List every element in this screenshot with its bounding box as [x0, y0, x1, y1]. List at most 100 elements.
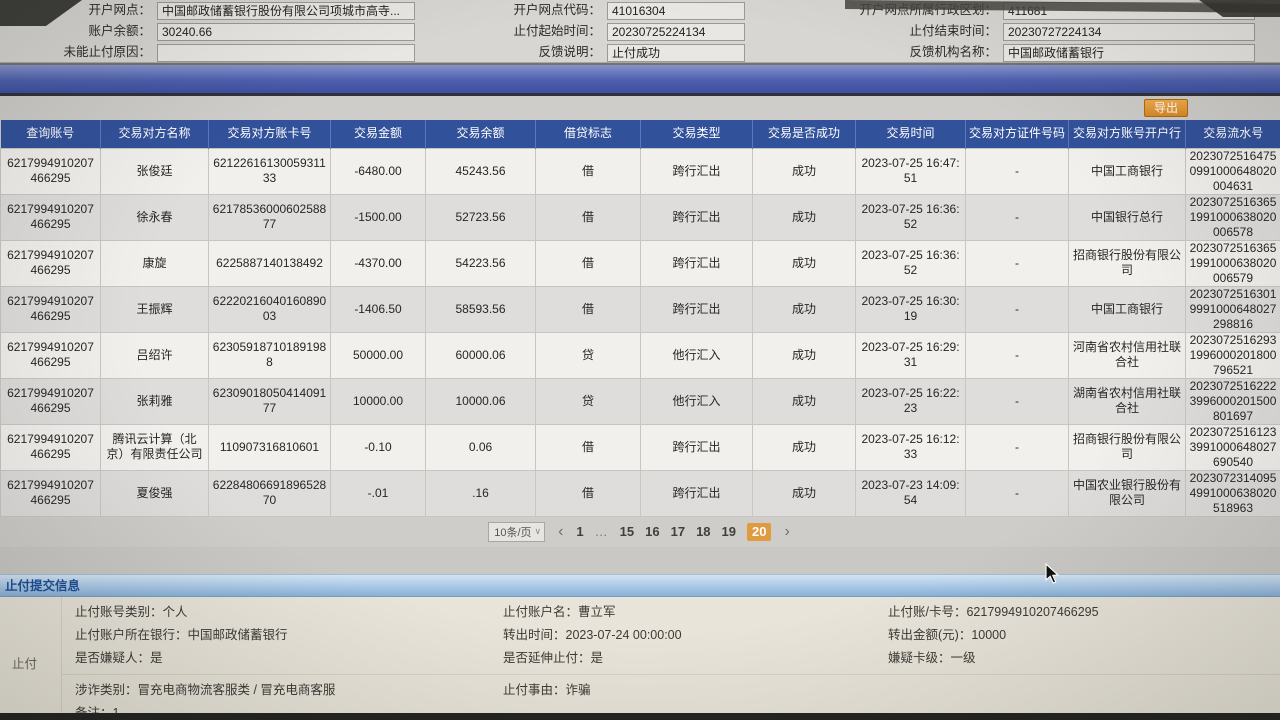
form-field-box-wrap: 20230725224134 [607, 21, 755, 42]
form-field-box-wrap: 中国邮政储蓄银行 [1003, 42, 1265, 63]
form-field-label: 止付起始时间： [513, 24, 601, 38]
table-cell: 2023-07-25 16:30:19 [855, 285, 966, 333]
page-button[interactable]: 19 [721, 523, 736, 539]
form-field-label: 反馈机构名称： [909, 45, 997, 59]
field-column: 涉诈类别：冒充电商物流客服类 / 冒充电商客服 备注：1 [62, 679, 490, 720]
form-field-label: 开户网点： [88, 3, 151, 17]
table-cell: 借 [535, 285, 641, 333]
table-cell: 夏俊强 [100, 469, 209, 517]
table-cell: - [965, 239, 1069, 287]
table-cell: 成功 [752, 239, 856, 287]
field-line: 止付账户所在银行：中国邮政储蓄银行 [75, 627, 288, 642]
table-cell: 跨行汇出 [640, 285, 753, 333]
table-cell: 借 [535, 147, 641, 195]
form-field-box-wrap: 41016304 [607, 0, 755, 21]
field-line: 备注：1 [75, 705, 120, 720]
field-line: 是否延伸止付：是 [503, 650, 604, 665]
field-block: 止付账号类别：个人 止付账户所在银行：中国邮政储蓄银行 是否嫌疑人：是 止付账户名：曹… [62, 597, 1280, 675]
table-cell: 2023-07-23 14:09:54 [855, 469, 966, 517]
table-cell: - [965, 377, 1069, 425]
field-column: 止付账/卡号：6217994910207466295 转出金额(元)：10000 嫌… [875, 601, 1280, 670]
table-cell: 湖南省农村信用社联合社 [1068, 377, 1186, 425]
table-cell: 成功 [752, 423, 856, 471]
table-cell: 中国银行总行 [1068, 193, 1186, 241]
table-row: 6217994910207466295 张俊廷 621226161300593113… [0, 147, 1280, 195]
field-line: 止付账/卡号：6217994910207466295 [888, 604, 1099, 619]
table-cell: 康旋 [100, 239, 209, 287]
next-page-button[interactable]: › [784, 522, 790, 540]
form-field-label: 开户网点代码： [513, 3, 601, 17]
table-cell: 6217994910207466295 [0, 285, 101, 333]
table-cell: 110907316810601 [208, 423, 331, 471]
table-cell: 20230725163651991000638020006578 [1185, 193, 1280, 241]
column-header: 交易对方证件号码 [965, 120, 1069, 148]
field-column: 止付账号类别：个人止付账户所在银行：中国邮政储蓄银行 是否嫌疑人：是 [62, 601, 490, 670]
page-button[interactable]: 1 [576, 523, 584, 539]
table-cell: 6228480669189652870 [208, 469, 331, 517]
table-cell: 王振辉 [100, 285, 209, 333]
page-button[interactable]: 18 [696, 523, 711, 539]
table-cell: - [965, 331, 1069, 379]
column-header: 交易对方账号开户行 [1068, 120, 1186, 148]
page-size-value: 10条/页 [494, 526, 532, 539]
table-cell: 贷 [535, 377, 641, 425]
table-cell: 借 [535, 193, 641, 241]
table-cell: 2023-07-25 16:36:52 [855, 193, 966, 241]
column-header: 交易时间 [855, 120, 966, 148]
column-header: 查询账号 [0, 120, 101, 148]
export-button[interactable]: 导出 [1143, 99, 1188, 117]
table-cell: 20230725162223996000201500801697 [1185, 377, 1280, 425]
prev-page-button[interactable]: ‹ [558, 522, 564, 540]
page-ellipsis: … [594, 523, 609, 539]
table-cell: 吕绍许 [100, 331, 209, 379]
table-row: 6217994910207466295 徐永春 621785360006025887… [0, 193, 1280, 241]
table-cell: 6217994910207466295 [0, 193, 101, 241]
form-field-label: 反馈说明： [538, 45, 601, 59]
form-field-label: 止付结束时间： [909, 24, 997, 38]
table-cell: 20230725163019991000648027298816 [1185, 285, 1280, 333]
table-cell: 6230901805041409177 [208, 377, 331, 425]
field-line: 止付账户名：曹立军 [503, 604, 616, 619]
table-cell: 徐永春 [100, 193, 209, 241]
table-row: 6217994910207466295 王振辉 622202160401608900… [0, 285, 1280, 333]
form-field-box-wrap: 30240.66 [157, 21, 425, 42]
field-line: 是否嫌疑人：是 [75, 650, 163, 665]
table-cell: 中国农业银行股份有限公司 [1068, 469, 1186, 517]
page-button[interactable]: 20 [747, 522, 772, 541]
table-cell: 腾讯云计算（北京）有限责任公司 [100, 423, 209, 471]
field-line: 止付事由：诈骗 [503, 682, 591, 697]
field-line: 止付账号类别：个人 [75, 604, 188, 619]
form-field-box-wrap: 20230727224134 [1003, 21, 1265, 42]
table-cell: 中国工商银行 [1068, 285, 1186, 333]
page-button[interactable]: 15 [619, 523, 635, 539]
table-cell: 58593.56 [425, 285, 536, 333]
page-button[interactable]: 17 [670, 523, 686, 539]
form-field-value: 41016304 [607, 1, 745, 20]
table-cell: - [965, 147, 1069, 195]
table-cell: 6217994910207466295 [0, 423, 101, 471]
form-field-label: 账户余额： [88, 24, 151, 38]
table-cell: 借 [535, 469, 641, 517]
table-cell: 张莉雅 [100, 377, 209, 425]
table-cell: 20230725163651991000638020006579 [1185, 239, 1280, 287]
field-block: 涉诈类别：冒充电商物流客服类 / 冒充电商客服 备注：1 止付事由：诈骗 [62, 675, 1280, 720]
table-cell: 20230725161233991000648027690540 [1185, 423, 1280, 471]
page-button[interactable]: 16 [645, 523, 660, 539]
table-cell: 6212261613005931133 [208, 147, 331, 195]
table-cell: 贷 [535, 331, 641, 379]
column-header: 借贷标志 [535, 120, 641, 148]
column-header: 交易对方账卡号 [208, 120, 331, 148]
table-cell: - [965, 193, 1069, 241]
table-cell: 2023-07-25 16:29:31 [855, 331, 966, 379]
form-field-value: 20230727224134 [1003, 22, 1255, 41]
table-cell: 6217994910207466295 [0, 331, 101, 379]
form-field-box-wrap [157, 42, 425, 63]
table-cell: - [965, 285, 1069, 333]
table-cell: - [965, 423, 1069, 471]
column-header: 交易余额 [425, 120, 536, 148]
table-cell: 623059187101891988 [208, 331, 331, 379]
field-column: 止付事由：诈骗 [490, 679, 875, 720]
page-size-select[interactable]: 10条/页 ∨ [488, 521, 546, 542]
field-line: 转出金额(元)：10000 [888, 627, 1007, 642]
